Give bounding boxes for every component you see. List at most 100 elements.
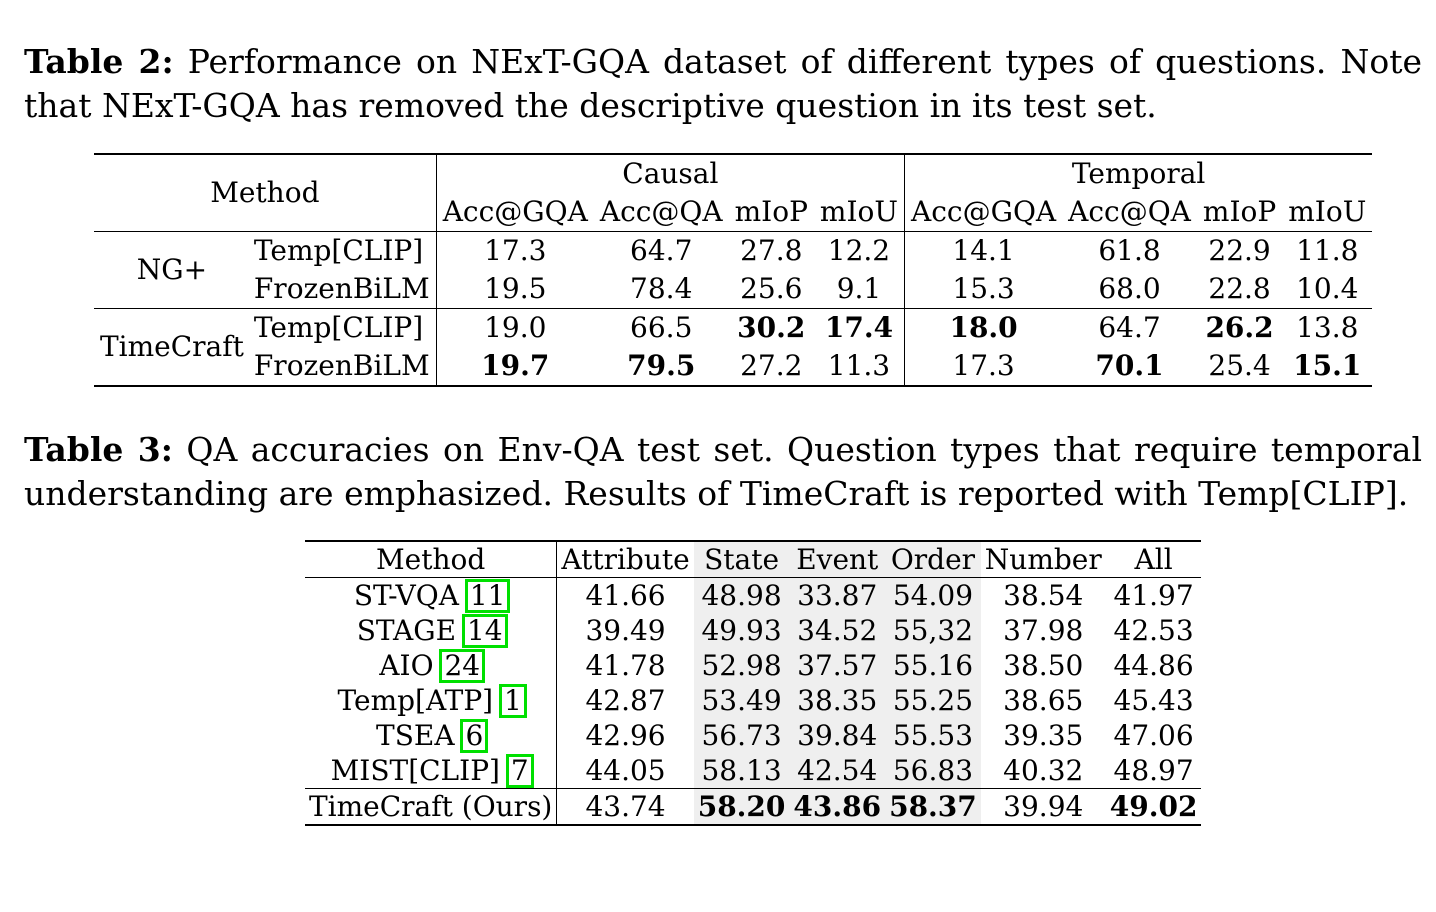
table-cell: 55,32: [885, 613, 981, 648]
table-cell: 37.57: [789, 648, 886, 683]
table2-caption-text: Performance on NExT-GQA dataset of diffe…: [24, 42, 1422, 125]
table3-label: Table 3:: [24, 430, 173, 469]
table-cell: 38.50: [1003, 648, 1084, 682]
table-cell: 64.7: [593, 231, 729, 270]
method-name: ST-VQA 11: [305, 577, 558, 613]
temporal-header: Temporal: [1071, 157, 1206, 190]
table-cell: 39.49: [585, 613, 666, 647]
table-cell: 53.49: [693, 683, 790, 718]
table-cell: 38.54: [1003, 578, 1084, 612]
metric-header: Acc@GQA: [911, 195, 1057, 228]
method-name: Temp[CLIP]: [249, 231, 437, 270]
group-label: NG+: [94, 231, 250, 309]
table-row: MIST[CLIP] 7 44.05 58.13 42.54 56.83 40.…: [305, 753, 1201, 789]
metric-header: Acc@QA: [1068, 195, 1191, 228]
table-cell: 19.7: [481, 349, 550, 382]
order-header: Order: [885, 541, 981, 578]
table3-caption-text: QA accuracies on Env-QA test set. Questi…: [24, 430, 1422, 513]
table-cell: 33.87: [789, 577, 886, 613]
table3-caption: Table 3: QA accuracies on Env-QA test se…: [24, 428, 1422, 516]
table-cell: 79.5: [627, 349, 696, 382]
table-cell: 19.5: [484, 272, 547, 305]
table-row: AIO 24 41.78 52.98 37.57 55.16 38.50 44.…: [305, 648, 1201, 683]
table-row: NG+ Temp[CLIP] 17.3 64.7 27.8 12.2 14.1 …: [94, 231, 1373, 309]
table-cell: 64.7: [1062, 308, 1197, 347]
citation-link[interactable]: 14: [462, 613, 508, 648]
citation-link[interactable]: 11: [464, 578, 511, 613]
table-row: FrozenBiLM 19.5 78.4 25.6 9.1 15.3 68.0 …: [94, 270, 1372, 309]
table-cell: 48.98: [693, 577, 790, 613]
table2-caption: Table 2: Performance on NExT-GQA dataset…: [24, 40, 1422, 128]
metric-header: Acc@QA: [599, 195, 723, 228]
table-cell: 55.16: [885, 648, 981, 683]
table-cell: 11.8: [1282, 231, 1373, 270]
state-header: State: [693, 541, 790, 578]
table-row: FrozenBiLM 19.7 79.5 27.2 11.3 17.3 70.1…: [94, 347, 1372, 386]
table-cell: 58.13: [693, 753, 790, 789]
method-name: FrozenBiLM: [249, 270, 437, 309]
table-cell: 14.1: [904, 231, 1063, 270]
table-cell: 38.35: [789, 683, 886, 718]
event-header: Event: [789, 541, 886, 578]
citation-link[interactable]: 24: [439, 648, 486, 683]
method-name: TSEA 6: [305, 718, 558, 753]
number-header: Number: [980, 541, 1106, 578]
table-row: TimeCraft Temp[CLIP] 19.0 66.5 30.2 17.4…: [94, 308, 1373, 386]
method-name: AIO 24: [305, 648, 558, 683]
table-row: Temp[ATP] 1 42.87 53.49 38.35 55.25 38.6…: [305, 683, 1201, 718]
table-row: ST-VQA 11 41.66 48.98 33.87 54.09 38.54 …: [305, 577, 1201, 613]
table-cell: 42.53: [1113, 613, 1194, 647]
table-cell: 78.4: [630, 272, 693, 305]
method-name: MIST[CLIP] 7: [305, 753, 558, 789]
table-cell: 18.0: [904, 308, 1063, 347]
table2-label: Table 2:: [24, 42, 174, 81]
table-cell: 15.3: [952, 272, 1015, 305]
table-cell: 66.5: [593, 308, 729, 347]
table2: Method Causal Temporal Acc@GQA Acc@QA mI…: [94, 153, 1373, 387]
table-cell: 39.94: [980, 788, 1106, 825]
table-cell: 34.52: [789, 613, 886, 648]
table-cell: 61.8: [1062, 231, 1197, 270]
table-cell: 45.43: [1113, 683, 1194, 717]
table-cell: 26.2: [1196, 308, 1283, 347]
table-cell: 49.93: [693, 613, 790, 648]
metric-header: mIoP: [734, 195, 808, 228]
table-row: TSEA 6 42.96 56.73 39.84 55.53 39.35 47.…: [305, 718, 1201, 753]
table-cell: 37.98: [1003, 613, 1084, 647]
all-header: All: [1105, 541, 1202, 578]
table-cell: 12.2: [813, 231, 905, 270]
table-cell: 68.0: [1098, 272, 1161, 305]
method-name: TimeCraft (Ours): [305, 788, 558, 825]
table-cell: 42.54: [789, 753, 886, 789]
table-cell: 22.8: [1208, 272, 1271, 305]
group-label: TimeCraft: [94, 308, 250, 386]
table-cell: 42.87: [585, 683, 666, 717]
table-cell: 58.37: [885, 788, 981, 825]
table-cell: 49.02: [1105, 788, 1202, 825]
table-cell: 19.0: [436, 308, 594, 347]
table-cell: 55.53: [885, 718, 981, 753]
citation-link[interactable]: 1: [499, 683, 527, 718]
table-cell: 13.8: [1282, 308, 1373, 347]
table-cell: 30.2: [728, 308, 814, 347]
table-cell: 10.4: [1296, 272, 1359, 305]
citation-link[interactable]: 6: [460, 718, 489, 753]
table-cell: 11.3: [813, 347, 905, 386]
table-cell: 42.96: [585, 718, 666, 752]
table-cell: 47.06: [1113, 718, 1194, 752]
table-cell: 55.25: [885, 683, 981, 718]
metric-header: mIoU: [1288, 195, 1367, 228]
causal-header: Causal: [436, 154, 906, 193]
table-cell: 56.73: [693, 718, 790, 753]
table-cell: 22.9: [1196, 231, 1283, 270]
citation-link[interactable]: 7: [505, 753, 534, 788]
metric-header: mIoP: [1202, 195, 1277, 228]
table-cell: 54.09: [885, 577, 981, 613]
table-cell: 70.1: [1095, 349, 1164, 382]
table-cell: 40.32: [1003, 753, 1084, 787]
table-cell: 56.83: [885, 753, 981, 789]
table-cell: 52.98: [693, 648, 790, 683]
table-row: STAGE 14 39.49 49.93 34.52 55,32 37.98 4…: [305, 613, 1201, 648]
table-cell: 38.65: [1003, 683, 1084, 717]
table-cell: 25.6: [740, 272, 803, 305]
